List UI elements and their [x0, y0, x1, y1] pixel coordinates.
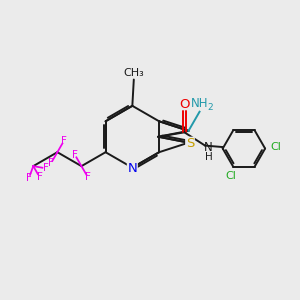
Text: 2: 2	[207, 103, 213, 112]
Text: N: N	[128, 162, 137, 175]
Text: H: H	[205, 152, 212, 162]
Text: F: F	[85, 172, 91, 182]
Text: Cl: Cl	[270, 142, 281, 152]
Text: O: O	[179, 98, 190, 111]
Text: N: N	[204, 141, 213, 154]
Text: F: F	[61, 136, 67, 146]
Text: NH: NH	[191, 97, 208, 110]
Text: F: F	[26, 173, 32, 183]
Text: Cl: Cl	[225, 171, 236, 181]
Text: F: F	[37, 172, 42, 182]
Text: S: S	[186, 137, 194, 150]
Text: CH₃: CH₃	[123, 68, 144, 78]
Text: F: F	[43, 163, 48, 173]
Text: F: F	[48, 158, 54, 168]
Text: F: F	[72, 150, 78, 161]
